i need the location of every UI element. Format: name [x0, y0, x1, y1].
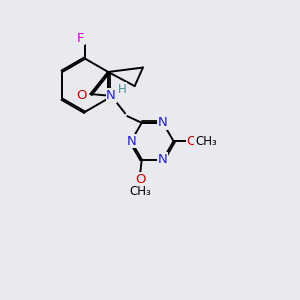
Text: O: O	[76, 89, 86, 102]
Text: O: O	[187, 135, 197, 148]
Text: F: F	[77, 32, 85, 45]
Text: N: N	[158, 153, 168, 166]
Text: N: N	[126, 135, 136, 148]
Text: CH₃: CH₃	[195, 135, 217, 148]
Text: N: N	[106, 89, 116, 102]
Text: N: N	[158, 116, 168, 129]
Text: H: H	[118, 82, 127, 95]
Text: CH₃: CH₃	[129, 185, 151, 198]
Text: O: O	[135, 173, 146, 186]
